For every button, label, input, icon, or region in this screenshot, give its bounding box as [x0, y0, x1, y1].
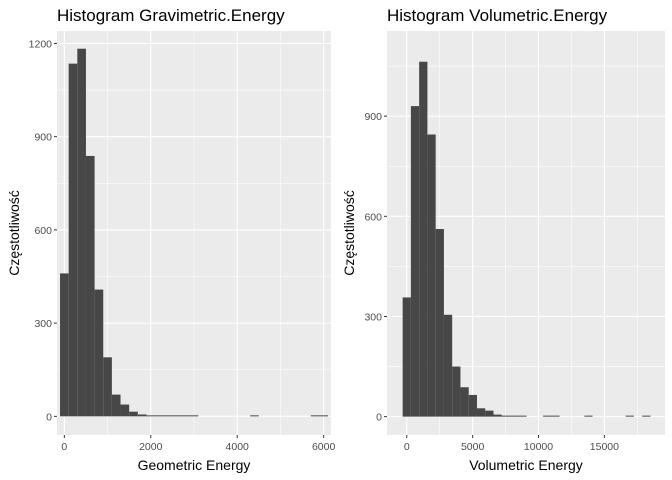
histogram-bar [111, 394, 121, 417]
histogram-bar [77, 48, 86, 417]
histogram-bar [518, 415, 527, 417]
histogram-bar [68, 63, 78, 417]
histogram-bar [137, 414, 147, 417]
chart-title: Histogram Gravimetric.Energy [57, 6, 285, 25]
x-axis-title: Geometric Energy [138, 457, 251, 473]
x-tick-label: 2000 [139, 441, 163, 453]
gravimetric-histogram-panel: Histogram Gravimetric.Energy Częstotliwo… [6, 6, 335, 473]
histogram-bar [189, 415, 199, 417]
y-tick-label: 0 [376, 412, 382, 424]
y-tick-label: 0 [46, 411, 52, 423]
histogram-bar [155, 415, 164, 417]
y-axis-title: Częstotliwość [341, 190, 357, 276]
histogram-bar [250, 415, 259, 417]
plot-area: 0 300 600 900 0 5000 10000 15000 [364, 31, 665, 453]
histogram-bar [129, 411, 138, 417]
histogram-bar [419, 61, 428, 417]
histogram-bar [435, 228, 444, 417]
histogram-bar [60, 273, 69, 417]
x-tick-label: 0 [404, 441, 410, 453]
histogram-bar [319, 415, 328, 417]
histogram-bar [181, 415, 190, 417]
histogram-bar [94, 289, 104, 417]
y-tick-label: 300 [364, 311, 382, 323]
histogram-bar [410, 106, 420, 417]
plot-area: 0 300 600 900 1200 0 2000 4000 6000 [29, 31, 336, 453]
volumetric-histogram-panel: Histogram Volumetric.Energy Częstotliwoś… [341, 6, 665, 473]
x-tick-label: 4000 [226, 441, 250, 453]
y-tick-label: 1200 [29, 38, 53, 50]
histogram-bar [427, 134, 436, 417]
histogram-bar [310, 415, 320, 417]
histogram-bar [468, 394, 477, 417]
histogram-bar [443, 314, 453, 417]
histogram-bar [103, 357, 112, 417]
x-tick-label: 5000 [461, 441, 485, 453]
y-axis-title: Częstotliwość [6, 190, 22, 276]
histogram-bar [476, 408, 486, 417]
histogram-bar [163, 415, 173, 417]
histogram-bar [452, 366, 461, 417]
y-tick-label: 300 [34, 318, 52, 330]
histogram-bar [625, 415, 634, 417]
y-tick-label: 600 [364, 211, 382, 223]
x-axis-title: Volumetric Energy [469, 457, 583, 473]
histogram-bar [543, 415, 552, 417]
histogram-bar [460, 387, 469, 417]
histogram-bar [493, 414, 502, 417]
histogram-bar [402, 297, 411, 417]
y-tick-label: 900 [34, 132, 52, 144]
histogram-bar [501, 415, 511, 417]
x-tick-label: 0 [61, 441, 67, 453]
y-tick-label: 900 [364, 111, 382, 123]
histogram-bar [85, 155, 95, 417]
histogram-bar [485, 410, 494, 417]
x-tick-label: 6000 [312, 441, 336, 453]
histogram-bar [551, 415, 560, 417]
histogram-bar [584, 415, 593, 417]
histogram-bar [510, 415, 519, 417]
histogram-bar [146, 415, 156, 417]
histogram-bar [642, 415, 651, 417]
histogram-bar [172, 415, 182, 417]
x-tick-label: 10000 [524, 441, 553, 453]
y-tick-label: 600 [34, 225, 52, 237]
x-tick-label: 15000 [590, 441, 619, 453]
chart-title: Histogram Volumetric.Energy [387, 6, 608, 25]
histogram-bar [120, 404, 130, 417]
